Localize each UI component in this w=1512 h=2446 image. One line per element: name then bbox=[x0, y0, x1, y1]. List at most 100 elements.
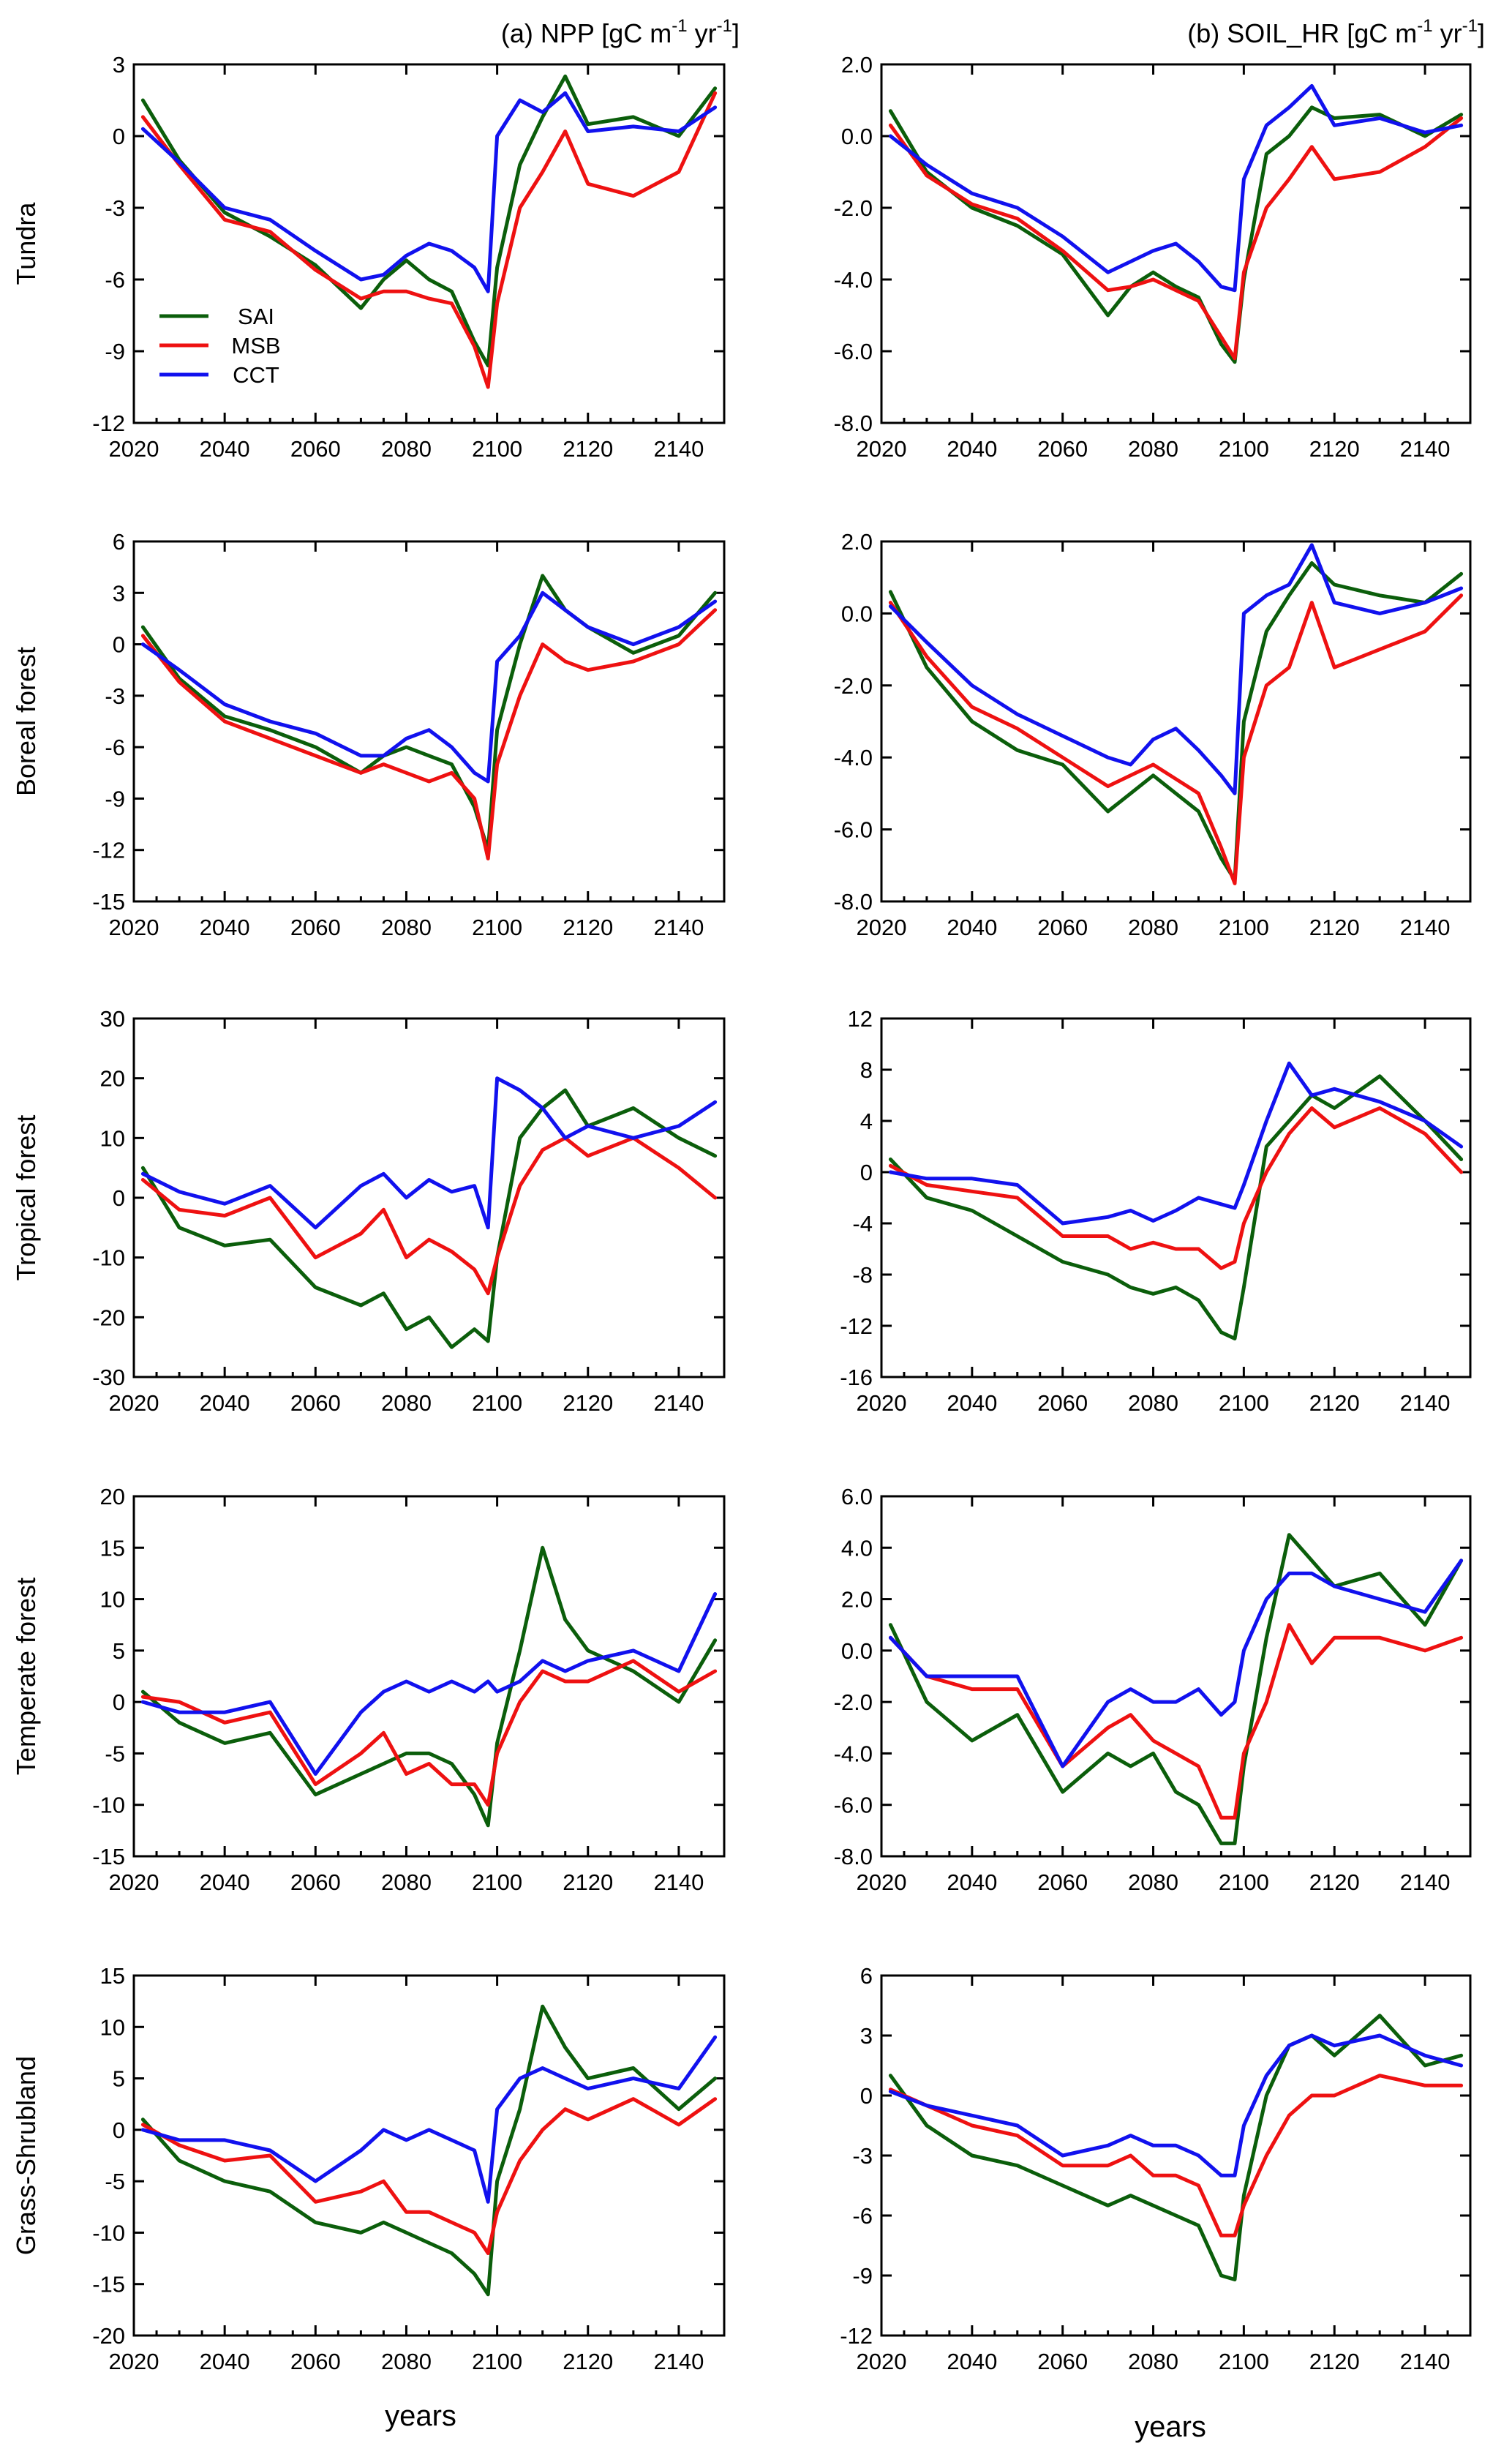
x-tick-label: 2080 bbox=[381, 436, 432, 462]
y-tick-label: -3 bbox=[852, 2143, 873, 2169]
plot-frame bbox=[132, 1974, 726, 2337]
y-tick-label: 3 bbox=[113, 52, 125, 78]
y-tick-label: 10 bbox=[100, 2014, 125, 2040]
y-tick-label: -6.0 bbox=[834, 1793, 873, 1818]
x-tick-label: 2100 bbox=[472, 1390, 522, 1416]
x-tick-label: 2100 bbox=[472, 436, 522, 462]
x-tick-label: 2140 bbox=[653, 1390, 704, 1416]
y-tick-label: -8 bbox=[852, 1262, 873, 1288]
x-tick-label: 2100 bbox=[1219, 1869, 1269, 1895]
column-title-npp-sup2: -1 bbox=[717, 16, 732, 36]
x-tick-label: 2060 bbox=[290, 1869, 341, 1895]
series-line-msb bbox=[140, 1136, 718, 1296]
x-tick-label: 2120 bbox=[1309, 915, 1360, 940]
x-tick-label: 2140 bbox=[653, 915, 704, 940]
x-tick-label: 2120 bbox=[1309, 1390, 1360, 1416]
series-line-sai bbox=[888, 105, 1464, 364]
y-tick-label: 0 bbox=[113, 2117, 125, 2143]
legend-label-cct: CCT bbox=[233, 362, 279, 388]
series-line-sai bbox=[140, 1545, 718, 1828]
y-tick-label: 10 bbox=[100, 1125, 125, 1151]
y-tick-label: -12 bbox=[92, 838, 125, 863]
y-tick-label: -2.0 bbox=[834, 1689, 873, 1715]
x-tick-label: 2060 bbox=[290, 436, 341, 462]
y-tick-label: -2.0 bbox=[834, 673, 873, 699]
x-tick-label: 2060 bbox=[290, 1390, 341, 1416]
x-tick-label: 2100 bbox=[472, 915, 522, 940]
x-tick-label: 2120 bbox=[563, 2349, 613, 2374]
legend-label-msb: MSB bbox=[231, 333, 280, 359]
series-line-cct bbox=[888, 1061, 1464, 1226]
series-line-cct bbox=[140, 2035, 718, 2204]
column-title-npp-suffix: ] bbox=[732, 18, 740, 48]
y-tick-label: 0 bbox=[113, 1185, 125, 1211]
x-tick-label: 2100 bbox=[1219, 2349, 1269, 2374]
y-tick-label: -6 bbox=[105, 735, 125, 760]
series-line-msb bbox=[140, 608, 718, 860]
series-line-cct bbox=[140, 91, 718, 293]
y-tick-label: -9 bbox=[105, 339, 125, 364]
y-tick-label: 3 bbox=[113, 580, 125, 606]
y-tick-label: -12 bbox=[840, 2323, 873, 2349]
x-tick-label: 2040 bbox=[947, 2349, 997, 2374]
row-label: Tundra bbox=[11, 202, 41, 285]
y-tick-label: 2.0 bbox=[841, 1587, 873, 1613]
y-tick-label: -9 bbox=[852, 2263, 873, 2289]
column-title-soil-hr-sup2: -1 bbox=[1462, 16, 1478, 36]
series-line-msb bbox=[140, 1659, 718, 1807]
x-tick-label: 2040 bbox=[947, 1390, 997, 1416]
row-label: Tropical forest bbox=[11, 1115, 41, 1281]
x-tick-label: 2120 bbox=[1309, 2349, 1360, 2374]
series-line-sai bbox=[888, 2014, 1464, 2281]
y-tick-label: 3 bbox=[860, 2023, 873, 2049]
y-tick-label: 20 bbox=[100, 1066, 125, 1092]
x-tick-label: 2060 bbox=[290, 915, 341, 940]
x-tick-label: 2140 bbox=[1400, 915, 1451, 940]
x-tick-label: 2080 bbox=[1128, 915, 1178, 940]
y-tick-label: 0 bbox=[113, 1689, 125, 1715]
x-tick-label: 2020 bbox=[857, 2349, 907, 2374]
x-axis-label-left: years bbox=[385, 2400, 456, 2432]
y-tick-label: -8.0 bbox=[834, 889, 873, 915]
y-tick-label: -12 bbox=[840, 1313, 873, 1339]
x-tick-label: 2020 bbox=[109, 1390, 159, 1416]
y-tick-label: 0 bbox=[860, 1160, 873, 1185]
column-title-soil-hr-suffix: ] bbox=[1478, 18, 1485, 48]
series-line-cct bbox=[140, 1592, 718, 1776]
series-line-sai bbox=[888, 1074, 1464, 1340]
y-tick-label: 2.0 bbox=[841, 52, 873, 78]
y-tick-label: 0 bbox=[113, 124, 125, 149]
y-tick-label: -5 bbox=[105, 2169, 125, 2194]
x-tick-label: 2120 bbox=[563, 915, 613, 940]
y-tick-label: -3 bbox=[105, 683, 125, 709]
legend-label-sai: SAI bbox=[238, 304, 274, 329]
y-tick-label: -16 bbox=[840, 1365, 873, 1390]
y-tick-label: 5 bbox=[113, 1638, 125, 1664]
x-tick-label: 2120 bbox=[1309, 436, 1360, 462]
plot-frame bbox=[880, 1017, 1472, 1378]
series-line-sai bbox=[140, 2004, 718, 2297]
y-tick-label: -6.0 bbox=[834, 817, 873, 843]
y-tick-label: -3 bbox=[105, 195, 125, 221]
x-tick-label: 2060 bbox=[290, 2349, 341, 2374]
x-tick-label: 2040 bbox=[200, 2349, 250, 2374]
x-tick-label: 2140 bbox=[1400, 2349, 1451, 2374]
x-tick-label: 2100 bbox=[1219, 436, 1269, 462]
y-tick-label: -2.0 bbox=[834, 195, 873, 221]
x-tick-label: 2080 bbox=[381, 1390, 432, 1416]
series-line-msb bbox=[888, 2074, 1464, 2237]
x-tick-label: 2100 bbox=[1219, 1390, 1269, 1416]
x-tick-label: 2080 bbox=[1128, 436, 1178, 462]
y-tick-label: -10 bbox=[92, 1245, 125, 1271]
y-tick-label: -4.0 bbox=[834, 1741, 873, 1766]
y-tick-label: -12 bbox=[92, 410, 125, 436]
x-tick-label: 2100 bbox=[1219, 915, 1269, 940]
x-tick-label: 2040 bbox=[200, 1869, 250, 1895]
y-tick-label: -15 bbox=[92, 2272, 125, 2297]
